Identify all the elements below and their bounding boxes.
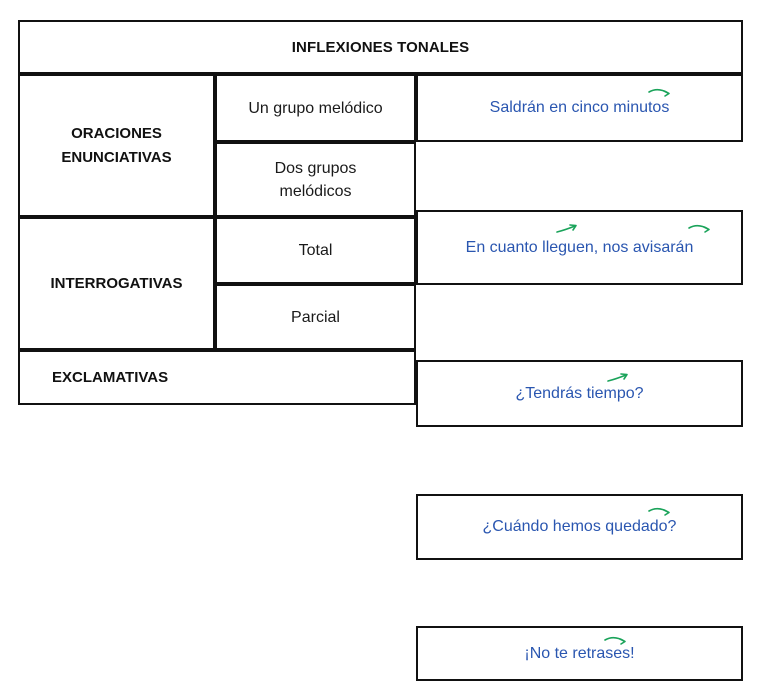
subtype-un-grupo-label: Un grupo melódico bbox=[248, 99, 383, 117]
example-parcial-text: ¿Cuándo hemos quedado? bbox=[482, 518, 677, 535]
subtype-dos-grupos-label: Dos grupos melódicos bbox=[274, 159, 357, 200]
subtype-un-grupo: Un grupo melódico bbox=[215, 74, 416, 142]
subtype-total: Total bbox=[215, 217, 416, 284]
example-total-text: ¿Tendrás tiempo? bbox=[515, 384, 644, 402]
example-exclamativa-text: ¡No te retrases! bbox=[524, 644, 635, 662]
category-exclamativas: EXCLAMATIVAS bbox=[18, 350, 416, 405]
subtype-dos-grupos: Dos grupos melódicos bbox=[215, 142, 416, 217]
category-exclamativas-label: EXCLAMATIVAS bbox=[52, 368, 169, 386]
category-enunciativas: ORACIONES ENUNCIATIVAS bbox=[18, 74, 215, 217]
subtype-parcial-label: Parcial bbox=[291, 308, 340, 326]
example-un-grupo-text: Saldrán en cinco minutos bbox=[489, 99, 670, 116]
subtype-parcial: Parcial bbox=[215, 284, 416, 350]
category-interrogativas: INTERROGATIVAS bbox=[18, 217, 215, 350]
intonation-arrow-icon bbox=[688, 224, 710, 233]
subtype-total-label: Total bbox=[298, 242, 333, 259]
example-dos-grupos: En cuanto lleguen, nos avisarán bbox=[416, 210, 743, 285]
table-title: INFLEXIONES TONALES bbox=[18, 20, 743, 74]
example-parcial: ¿Cuándo hemos quedado? bbox=[416, 494, 743, 560]
example-total: ¿Tendrás tiempo? bbox=[416, 360, 743, 427]
example-dos-grupos-text: En cuanto lleguen, nos avisarán bbox=[465, 238, 694, 256]
intonation-arrow-icon bbox=[556, 224, 577, 233]
intonation-arrow-icon bbox=[648, 88, 670, 97]
table-title-text: INFLEXIONES TONALES bbox=[291, 38, 470, 56]
intonation-arrow-icon bbox=[607, 373, 628, 382]
category-enunciativas-label: ORACIONES ENUNCIATIVAS bbox=[61, 124, 172, 166]
example-exclamativa: ¡No te retrases! bbox=[416, 626, 743, 681]
category-interrogativas-label: INTERROGATIVAS bbox=[50, 274, 183, 292]
example-un-grupo: Saldrán en cinco minutos bbox=[416, 74, 743, 142]
